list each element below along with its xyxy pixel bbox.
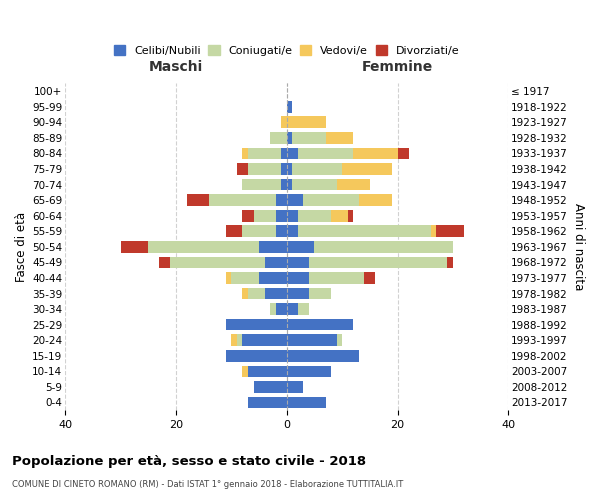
Bar (242, 178, 281, 190)
Bar (281, 116, 287, 128)
Bar (287, 241, 314, 252)
Bar (309, 272, 364, 284)
Bar (270, 303, 275, 315)
Bar (287, 350, 359, 362)
Bar (304, 194, 359, 206)
Bar (254, 381, 287, 393)
Bar (254, 210, 275, 222)
Bar (364, 272, 376, 284)
Bar (248, 288, 265, 300)
Bar (353, 148, 398, 159)
Bar (275, 303, 287, 315)
Bar (226, 226, 242, 237)
Bar (431, 226, 436, 237)
Bar (148, 241, 259, 252)
Bar (342, 163, 392, 175)
Bar (242, 226, 275, 237)
Bar (232, 272, 259, 284)
Bar (287, 303, 298, 315)
Text: Maschi: Maschi (149, 60, 203, 74)
Bar (298, 226, 431, 237)
Bar (237, 334, 242, 346)
Legend: Celibi/Nubili, Coniugati/e, Vedovi/e, Divorziati/e: Celibi/Nubili, Coniugati/e, Vedovi/e, Di… (112, 43, 462, 59)
Bar (248, 366, 287, 377)
Bar (242, 148, 248, 159)
Bar (448, 256, 453, 268)
Bar (160, 256, 170, 268)
Bar (248, 396, 287, 408)
Bar (287, 132, 292, 143)
Bar (287, 396, 326, 408)
Bar (287, 288, 309, 300)
Bar (287, 226, 298, 237)
Bar (398, 148, 409, 159)
Bar (259, 241, 287, 252)
Bar (331, 210, 347, 222)
Bar (287, 319, 353, 330)
Bar (309, 288, 331, 300)
Bar (281, 148, 287, 159)
Bar (226, 319, 287, 330)
Bar (287, 178, 292, 190)
Bar (287, 210, 298, 222)
Bar (121, 241, 148, 252)
Bar (287, 163, 292, 175)
Bar (248, 148, 281, 159)
Bar (436, 226, 464, 237)
Bar (337, 334, 342, 346)
Bar (242, 366, 248, 377)
Bar (275, 226, 287, 237)
Bar (275, 210, 287, 222)
Bar (298, 210, 331, 222)
Bar (270, 132, 287, 143)
Text: Femmine: Femmine (362, 60, 433, 74)
Bar (226, 272, 232, 284)
Bar (298, 148, 353, 159)
Bar (237, 163, 248, 175)
Bar (259, 272, 287, 284)
Bar (170, 256, 265, 268)
Bar (287, 101, 292, 112)
Bar (242, 288, 248, 300)
Bar (287, 256, 309, 268)
Bar (187, 194, 209, 206)
Bar (281, 178, 287, 190)
Y-axis label: Anni di nascita: Anni di nascita (572, 203, 585, 290)
Y-axis label: Fasce di età: Fasce di età (15, 212, 28, 282)
Text: COMUNE DI CINETO ROMANO (RM) - Dati ISTAT 1° gennaio 2018 - Elaborazione TUTTITA: COMUNE DI CINETO ROMANO (RM) - Dati ISTA… (12, 480, 403, 489)
Bar (226, 350, 287, 362)
Bar (281, 163, 287, 175)
Bar (287, 272, 309, 284)
Bar (265, 256, 287, 268)
Bar (287, 194, 304, 206)
Bar (314, 241, 453, 252)
Bar (287, 148, 298, 159)
Bar (275, 194, 287, 206)
Bar (298, 303, 309, 315)
Bar (292, 132, 326, 143)
Bar (337, 178, 370, 190)
Bar (292, 163, 342, 175)
Text: Popolazione per età, sesso e stato civile - 2018: Popolazione per età, sesso e stato civil… (12, 455, 366, 468)
Bar (326, 132, 353, 143)
Bar (292, 178, 337, 190)
Bar (287, 116, 326, 128)
Bar (287, 366, 331, 377)
Bar (242, 210, 254, 222)
Bar (359, 194, 392, 206)
Bar (347, 210, 353, 222)
Bar (209, 194, 275, 206)
Bar (287, 381, 304, 393)
Bar (232, 334, 237, 346)
Bar (242, 334, 287, 346)
Bar (309, 256, 448, 268)
Bar (265, 288, 287, 300)
Bar (287, 334, 337, 346)
Bar (248, 163, 281, 175)
